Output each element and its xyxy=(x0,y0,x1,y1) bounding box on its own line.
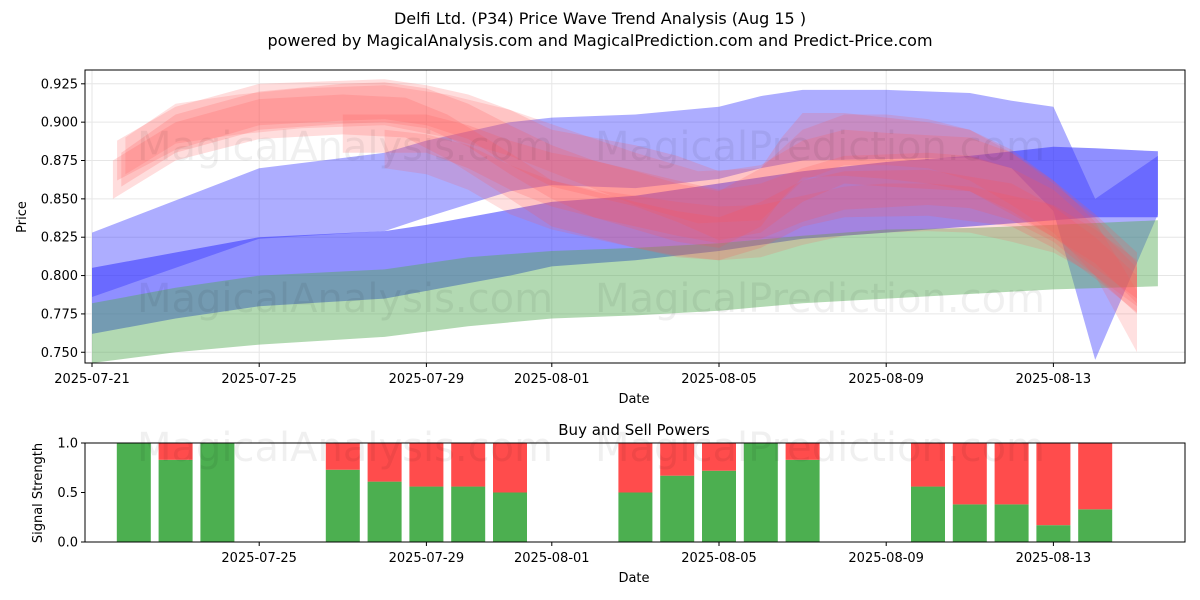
buy-sell-title: Buy and Sell Powers xyxy=(558,421,710,439)
buy-sell-y-axis: 0.0 0.5 1.0 xyxy=(57,437,85,551)
price-x-tick-label: 2025-07-21 xyxy=(54,372,130,387)
sell-bar xyxy=(493,443,527,493)
buy-bar xyxy=(409,486,444,542)
buy-sell-bars xyxy=(116,443,1113,542)
buy-bar xyxy=(493,492,527,542)
price-x-tick-label: 2025-07-29 xyxy=(389,372,465,387)
sell-bar xyxy=(911,443,945,487)
chart-subtitle: powered by MagicalAnalysis.com and Magic… xyxy=(267,31,933,50)
buy-bar xyxy=(618,492,653,542)
buy-sell-y-tick-label: 0.5 xyxy=(57,486,78,501)
price-x-tick-label: 2025-08-09 xyxy=(848,372,924,387)
price-y-axis: 0.750 0.775 0.800 0.825 0.850 0.875 0.900 0.925 xyxy=(41,77,85,361)
buy-bar xyxy=(994,504,1029,542)
sell-bar xyxy=(952,443,987,505)
price-y-tick-label: 0.875 xyxy=(41,154,78,169)
buy-bar xyxy=(952,504,987,542)
buy-sell-x-tick-label: 2025-08-13 xyxy=(1016,551,1092,566)
price-x-tick-label: 2025-08-05 xyxy=(681,372,757,387)
buy-sell-x-tick-label: 2025-08-09 xyxy=(848,551,924,566)
price-y-tick-label: 0.900 xyxy=(41,116,78,131)
purple-wave-2 xyxy=(384,129,1138,307)
buy-sell-x-tick-label: 2025-08-01 xyxy=(514,551,590,566)
sell-bar xyxy=(785,443,820,460)
price-y-tick-label: 0.775 xyxy=(41,307,78,322)
watermark-analysis-mid: MagicalAnalysis.com xyxy=(137,276,553,322)
buy-bar xyxy=(325,469,360,542)
buy-sell-x-tick-label: 2025-07-25 xyxy=(221,551,297,566)
price-y-tick-label: 0.825 xyxy=(41,231,78,246)
red-wave-2 xyxy=(112,94,1137,313)
buy-bar xyxy=(785,459,820,542)
sell-bar xyxy=(325,443,360,470)
buy-sell-x-tick-label: 2025-07-29 xyxy=(389,551,465,566)
buy-bar xyxy=(1078,509,1113,542)
price-y-tick-label: 0.850 xyxy=(41,192,78,207)
sell-bar xyxy=(1036,443,1071,526)
buy-sell-y-tick-label: 0.0 xyxy=(57,536,78,551)
red-wave-1 xyxy=(117,79,1138,304)
buy-bar xyxy=(702,470,736,542)
price-x-axis: 2025-07-21 2025-07-25 2025-07-29 2025-08-01… xyxy=(54,363,1091,387)
price-bands xyxy=(92,79,1158,363)
price-y-tick-label: 0.925 xyxy=(41,77,78,92)
sell-bar xyxy=(618,443,653,493)
purple-wave-1 xyxy=(342,113,1137,299)
watermark-prediction-top: MagicalPrediction.com xyxy=(595,124,1045,170)
red-wave-3 xyxy=(121,82,1138,314)
buy-sell-y-tick-label: 1.0 xyxy=(57,437,78,452)
blue-lower xyxy=(92,146,1158,334)
price-x-tick-label: 2025-08-01 xyxy=(514,372,590,387)
buy-bar xyxy=(911,486,945,542)
sell-bar xyxy=(1078,443,1113,510)
price-chart: MagicalAnalysis.com MagicalPrediction.co… xyxy=(15,69,1186,407)
price-x-tick-label: 2025-08-13 xyxy=(1016,372,1092,387)
green-band xyxy=(92,220,1158,363)
red-wave-4 xyxy=(125,85,1137,353)
sell-bar xyxy=(702,443,736,471)
buy-bar xyxy=(367,481,402,542)
sell-bar xyxy=(451,443,486,487)
blue-upper xyxy=(92,89,1158,360)
buy-sell-chart: Buy and Sell Powers MagicalAnalysis.com … xyxy=(31,421,1186,586)
watermark-analysis-bottom: MagicalAnalysis.com xyxy=(137,425,553,471)
watermark-prediction-mid: MagicalPrediction.com xyxy=(595,276,1045,322)
price-y-axis-label: Price xyxy=(15,201,30,233)
buy-bar xyxy=(1036,525,1071,542)
buy-bar xyxy=(116,443,151,542)
price-x-tick-label: 2025-07-25 xyxy=(221,372,297,387)
price-y-tick-label: 0.750 xyxy=(41,346,78,361)
buy-bar xyxy=(200,443,235,542)
buy-sell-x-axis-label: Date xyxy=(618,571,649,586)
buy-bar xyxy=(660,475,695,542)
price-y-tick-label: 0.800 xyxy=(41,269,78,284)
price-plot-frame xyxy=(84,69,1186,364)
watermark-prediction-bottom: MagicalPrediction.com xyxy=(595,425,1045,471)
buy-bar xyxy=(743,443,778,542)
sell-bar xyxy=(994,443,1029,505)
sell-bar xyxy=(158,443,193,460)
sell-bar xyxy=(409,443,444,487)
sell-bar xyxy=(660,443,695,476)
price-x-axis-label: Date xyxy=(618,392,649,407)
watermark-analysis-top: MagicalAnalysis.com xyxy=(137,124,553,170)
buy-bar xyxy=(158,459,193,542)
buy-sell-x-tick-label: 2025-08-05 xyxy=(681,551,757,566)
sell-bar xyxy=(367,443,402,482)
buy-sell-y-axis-label: Signal Strength xyxy=(31,443,46,543)
buy-sell-x-axis: 2025-07-25 2025-07-29 2025-08-01 2025-08-05… xyxy=(221,542,1091,566)
buy-bar xyxy=(451,486,486,542)
chart-title: Delfi Ltd. (P34) Price Wave Trend Analys… xyxy=(393,9,807,28)
